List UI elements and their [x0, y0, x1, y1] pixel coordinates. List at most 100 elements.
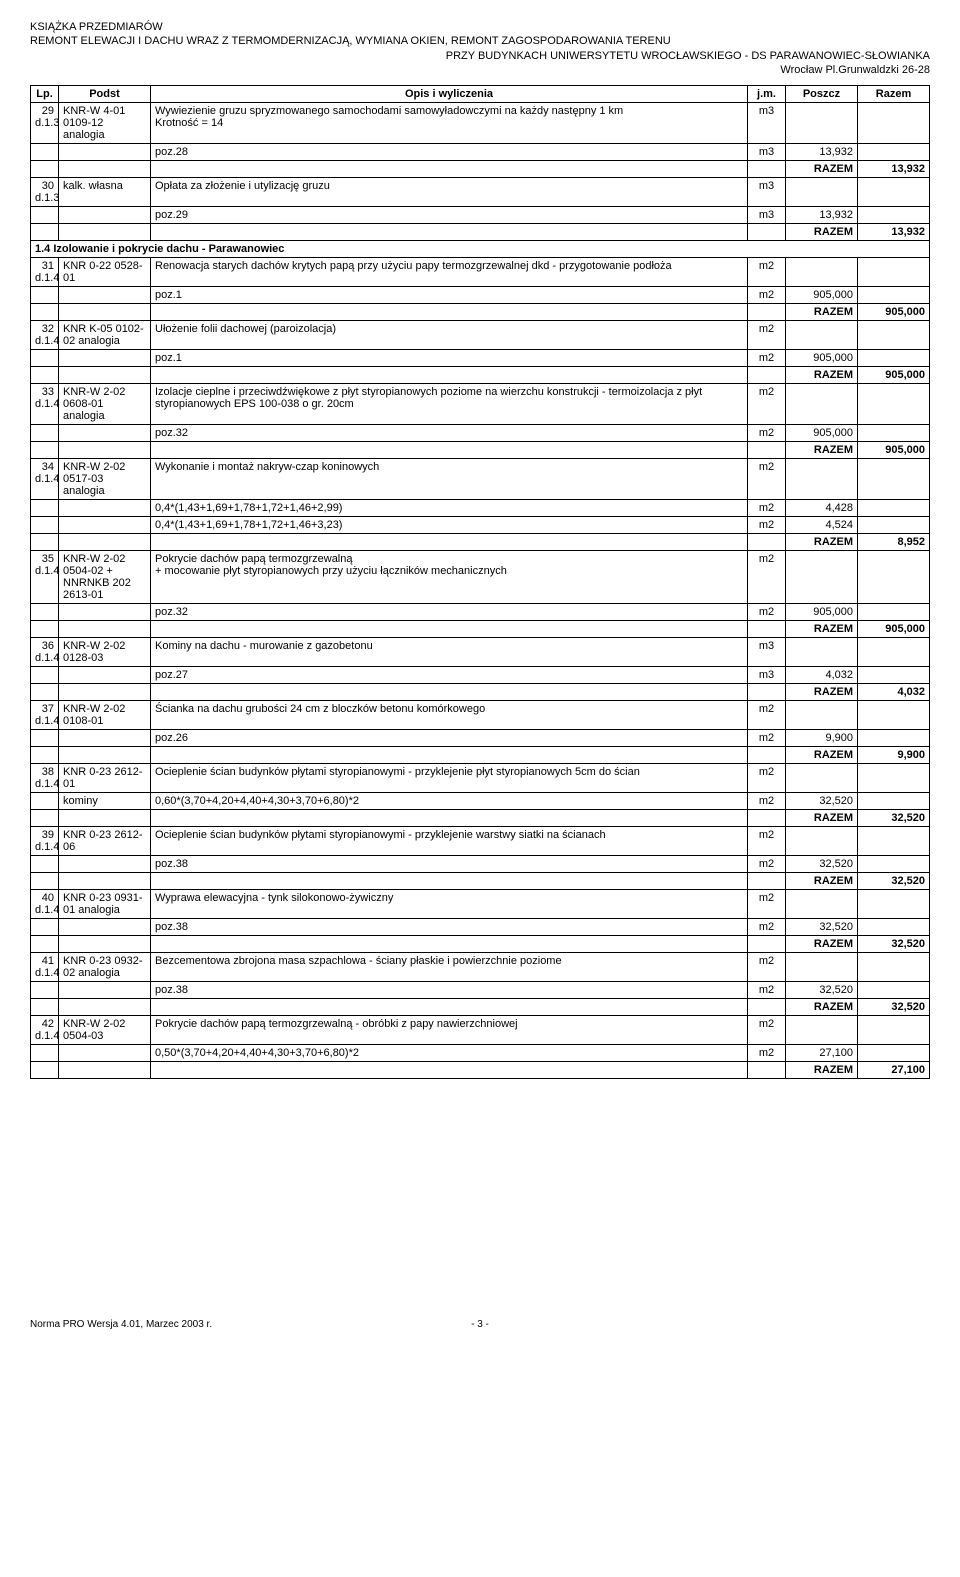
cell-podst [59, 1062, 151, 1079]
cell-razem [858, 730, 930, 747]
cell-lp: 36d.1.4 [31, 638, 59, 667]
cell-razem-label: RAZEM [786, 161, 858, 178]
cell-lp: 29d.1.3 [31, 103, 59, 144]
cell-opis [151, 224, 748, 241]
cell-lp [31, 367, 59, 384]
page-footer: Norma PRO Wersja 4.01, Marzec 2003 r. - … [30, 1319, 930, 1330]
cell-poszcz: 905,000 [786, 425, 858, 442]
cell-jm: m2 [748, 350, 786, 367]
table-row: poz.26m29,900 [31, 730, 930, 747]
table-row: 41d.1.4KNR 0-23 0932-02 analogiaBezcemen… [31, 953, 930, 982]
cell-razem [858, 517, 930, 534]
table-row: RAZEM905,000 [31, 621, 930, 638]
cell-jm: m2 [748, 730, 786, 747]
cell-opis [151, 161, 748, 178]
cell-jm: m2 [748, 425, 786, 442]
cell-poszcz [786, 701, 858, 730]
cell-jm: m2 [748, 258, 786, 287]
cell-podst: KNR 0-22 0528-01 [59, 258, 151, 287]
cell-lp: 32d.1.4 [31, 321, 59, 350]
cell-podst [59, 287, 151, 304]
table-row: 40d.1.4KNR 0-23 0931-01 analogiaWyprawa … [31, 890, 930, 919]
cell-poszcz [786, 638, 858, 667]
cell-jm [748, 161, 786, 178]
cell-opis: Wyprawa elewacyjna - tynk silokonowo-żyw… [151, 890, 748, 919]
cell-opis: 0,4*(1,43+1,69+1,78+1,72+1,46+3,23) [151, 517, 748, 534]
cell-podst [59, 144, 151, 161]
cell-razem-value: 8,952 [858, 534, 930, 551]
cell-jm: m3 [748, 178, 786, 207]
cell-opis: poz.32 [151, 425, 748, 442]
cell-poszcz: 32,520 [786, 793, 858, 810]
cell-jm [748, 304, 786, 321]
cell-opis: 0,60*(3,70+4,20+4,40+4,30+3,70+6,80)*2 [151, 793, 748, 810]
cell-poszcz [786, 1016, 858, 1045]
cell-opis: Bezcementowa zbrojona masa szpachlowa - … [151, 953, 748, 982]
cell-lp: 33d.1.4 [31, 384, 59, 425]
cell-razem-label: RAZEM [786, 534, 858, 551]
cell-razem [858, 793, 930, 810]
cell-podst [59, 999, 151, 1016]
cell-jm [748, 442, 786, 459]
cell-razem [858, 890, 930, 919]
cell-podst [59, 684, 151, 701]
cell-jm [748, 747, 786, 764]
cell-opis [151, 534, 748, 551]
table-row: kominy0,60*(3,70+4,20+4,40+4,30+3,70+6,8… [31, 793, 930, 810]
cell-podst [59, 982, 151, 999]
cell-poszcz: 4,524 [786, 517, 858, 534]
cell-podst [59, 500, 151, 517]
cell-podst [59, 161, 151, 178]
cell-jm: m2 [748, 287, 786, 304]
cell-razem-label: RAZEM [786, 873, 858, 890]
cell-razem [858, 764, 930, 793]
cell-razem [858, 178, 930, 207]
cost-table: Lp. Podst Opis i wyliczenia j.m. Poszcz … [30, 85, 930, 1079]
cell-opis [151, 442, 748, 459]
table-row: 32d.1.4KNR K-05 0102-02 analogiaUłożenie… [31, 321, 930, 350]
table-row: 31d.1.4KNR 0-22 0528-01Renowacja starych… [31, 258, 930, 287]
table-row: RAZEM13,932 [31, 161, 930, 178]
table-row: poz.38m232,520 [31, 982, 930, 999]
cell-opis: poz.1 [151, 287, 748, 304]
table-row: 33d.1.4KNR-W 2-02 0608-01 analogiaIzolac… [31, 384, 930, 425]
cell-jm: m2 [748, 321, 786, 350]
cell-poszcz [786, 321, 858, 350]
cell-lp: 42d.1.4 [31, 1016, 59, 1045]
table-row: poz.1m2905,000 [31, 350, 930, 367]
table-row: poz.1m2905,000 [31, 287, 930, 304]
cell-opis: poz.26 [151, 730, 748, 747]
cell-poszcz [786, 953, 858, 982]
cell-razem [858, 856, 930, 873]
table-row: RAZEM32,520 [31, 936, 930, 953]
cell-razem-label: RAZEM [786, 936, 858, 953]
cell-opis: Kominy na dachu - murowanie z gazobetonu [151, 638, 748, 667]
section-title: 1.4 Izolowanie i pokrycie dachu - Parawa… [31, 241, 930, 258]
cell-opis: 0,50*(3,70+4,20+4,40+4,30+3,70+6,80)*2 [151, 1045, 748, 1062]
cell-podst [59, 425, 151, 442]
cell-podst [59, 747, 151, 764]
cell-razem [858, 551, 930, 604]
cell-razem-value: 13,932 [858, 224, 930, 241]
header-title: KSIĄŻKA PRZEDMIARÓW [30, 20, 930, 34]
cell-podst [59, 304, 151, 321]
cell-poszcz: 4,032 [786, 667, 858, 684]
cell-podst [59, 517, 151, 534]
cell-podst: KNR K-05 0102-02 analogia [59, 321, 151, 350]
cell-opis [151, 747, 748, 764]
table-row: 42d.1.4KNR-W 2-02 0504-03Pokrycie dachów… [31, 1016, 930, 1045]
table-row: poz.27m34,032 [31, 667, 930, 684]
col-poszcz: Poszcz [786, 86, 858, 103]
cell-jm: m2 [748, 459, 786, 500]
cell-podst: KNR-W 2-02 0108-01 [59, 701, 151, 730]
cell-opis: Pokrycie dachów papą termozgrzewalną - o… [151, 1016, 748, 1045]
cell-razem-label: RAZEM [786, 367, 858, 384]
cell-jm: m3 [748, 667, 786, 684]
cell-podst: KNR-W 2-02 0608-01 analogia [59, 384, 151, 425]
table-row: 1.4 Izolowanie i pokrycie dachu - Parawa… [31, 241, 930, 258]
cell-lp [31, 793, 59, 810]
cell-podst: KNR-W 2-02 0128-03 [59, 638, 151, 667]
cell-razem [858, 827, 930, 856]
table-row: RAZEM905,000 [31, 442, 930, 459]
cell-podst [59, 207, 151, 224]
